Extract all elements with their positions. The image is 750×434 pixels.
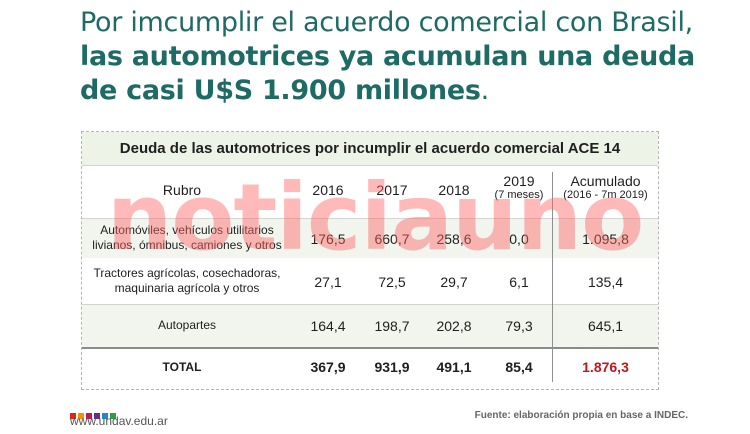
logo-square [86,413,92,419]
header-2019-note: (7 meses) [494,189,544,201]
header-acumulado: Acumulado (2016 - 7m 2019) [553,173,658,201]
table-title: Deuda de las automotrices por incumplir … [82,132,658,166]
logo-square [70,413,76,419]
debt-table: Deuda de las automotrices por incumplir … [81,131,659,390]
row-2-acumulado: 135,4 [587,274,624,290]
row-1-2019: 0,0 [509,231,529,247]
row-3-rubro-line1: Autopartes [157,318,217,332]
total-2018: 491,1 [436,359,472,375]
headline: Por imcumplir el acuerdo comercial con B… [80,6,740,108]
row-3-2016: 164,4 [310,318,346,334]
headline-end: . [480,75,490,106]
header-2019-year: 2019 [503,173,535,189]
logo-square [94,413,100,419]
row-1-2018: 258,6 [436,231,472,247]
row-1-2017: 660,7 [374,231,410,247]
row-2-rubro-line1: Tractores agrícolas, cosechadoras, [93,266,281,280]
row-3-2017: 198,7 [374,318,410,334]
total-2017: 931,9 [374,359,410,375]
row-2-2018: 29,7 [440,274,468,290]
undav-logo-squares [70,406,118,419]
logo-square [78,413,84,419]
headline-light: Por imcumplir el acuerdo comercial con B… [80,7,693,38]
row-3-acumulado: 645,1 [587,318,624,334]
row-2-rubro: Tractores agrícolas, cosechadoras, maqui… [82,266,292,296]
row-shade-1 [82,218,658,258]
source-note: Fuente: elaboración propia en base a IND… [474,410,688,421]
header-acumulado-note: (2016 - 7m 2019) [563,189,648,201]
row-1-acumulado: 1.095,8 [582,231,629,247]
row-1-2016: 176,5 [310,231,346,247]
header-2019: 2019 (7 meses) [486,173,552,201]
row-2-2017: 72,5 [378,274,406,290]
header-2016: 2016 [312,182,344,198]
header-rubro: Rubro [162,182,202,198]
row-2-rubro-line2: maquinaria agrícola y otros [114,281,260,295]
row-2-2016: 27,1 [314,274,342,290]
total-acumulado: 1.876,3 [582,359,629,375]
total-2019: 85,4 [505,359,533,375]
header-acumulado-label: Acumulado [570,173,641,189]
undav-url: www.undav.edu.ar [70,414,168,428]
row-1-rubro-line2: livianos, ómnibus, camiones y otros [92,238,282,252]
column-divider [552,172,553,382]
logo-square [110,413,116,419]
headline-bold: las automotrices ya acumulan una deuda d… [80,41,695,106]
row-3-2019: 79,3 [505,318,533,334]
total-2016: 367,9 [310,359,346,375]
divider [82,304,658,305]
divider [82,218,658,219]
row-1-rubro: Automóviles, vehículos utilitarios livia… [82,223,292,253]
row-3-2018: 202,8 [436,318,472,334]
row-shade-3 [82,304,658,347]
logo-square [102,413,108,419]
total-divider [82,347,658,349]
header-2017: 2017 [376,182,408,198]
header-2018: 2018 [438,182,470,198]
row-2-2019: 6,1 [509,274,529,290]
row-1-rubro-line1: Automóviles, vehículos utilitarios [100,223,274,237]
total-label: TOTAL [162,360,202,374]
row-3-rubro: Autopartes [82,318,292,333]
